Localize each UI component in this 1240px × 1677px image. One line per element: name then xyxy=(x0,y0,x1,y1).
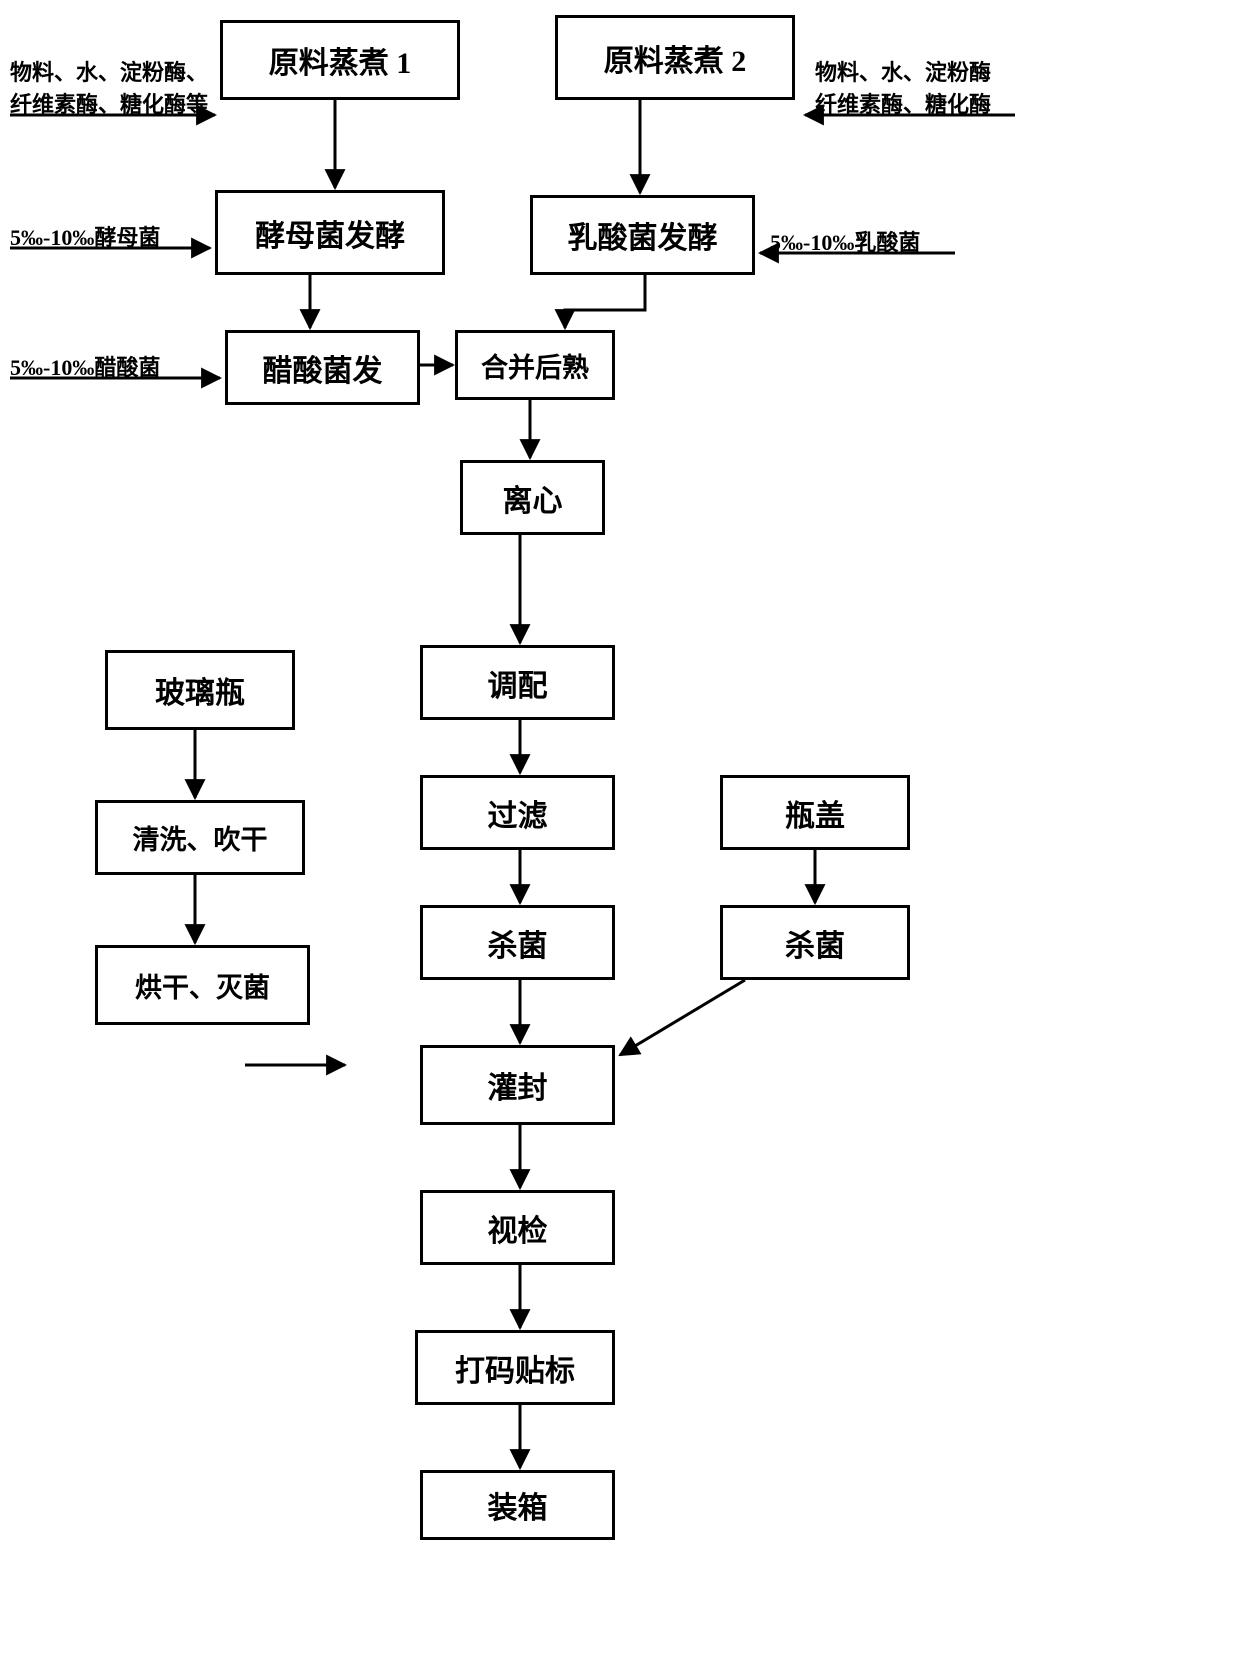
edge-sterilize2-fillseal xyxy=(620,980,745,1055)
node-drysteril: 烘干、灭菌 xyxy=(95,945,310,1025)
node-label: 离心 xyxy=(503,476,563,520)
node-cook1: 原料蒸煮 1 xyxy=(220,20,460,100)
node-boxing: 装箱 xyxy=(420,1470,615,1540)
label-lbl3: 5‰-10‰酵母菌 xyxy=(10,220,210,252)
label-lbl2: 物料、水、淀粉酶 纤维素酶、糖化酶 xyxy=(815,55,1020,119)
node-fillseal: 灌封 xyxy=(420,1045,615,1125)
node-label: 杀菌 xyxy=(488,921,548,965)
node-label: 清洗、吹干 xyxy=(133,818,268,857)
node-filter: 过滤 xyxy=(420,775,615,850)
node-inspect: 视检 xyxy=(420,1190,615,1265)
node-yeast: 酵母菌发酵 xyxy=(215,190,445,275)
node-cook2: 原料蒸煮 2 xyxy=(555,15,795,100)
node-label: 过滤 xyxy=(488,791,548,835)
node-sterilize2: 杀菌 xyxy=(720,905,910,980)
node-label: 杀菌 xyxy=(785,921,845,965)
label-lbl5: 5‰-10‰醋酸菌 xyxy=(10,350,210,382)
node-centrifuge: 离心 xyxy=(460,460,605,535)
node-label: 瓶盖 xyxy=(785,791,845,835)
node-sterilize1: 杀菌 xyxy=(420,905,615,980)
node-label: 合并后熟 xyxy=(481,346,589,385)
edge-lactic-merge xyxy=(565,275,645,328)
label-lbl1: 物料、水、淀粉酶、 纤维素酶、糖化酶等 xyxy=(10,55,215,119)
node-coding: 打码贴标 xyxy=(415,1330,615,1405)
node-label: 烘干、灭菌 xyxy=(135,966,270,1005)
node-blend: 调配 xyxy=(420,645,615,720)
node-wash: 清洗、吹干 xyxy=(95,800,305,875)
node-cap: 瓶盖 xyxy=(720,775,910,850)
node-label: 乳酸菌发酵 xyxy=(568,213,718,257)
node-label: 打码贴标 xyxy=(455,1346,575,1390)
node-lactic: 乳酸菌发酵 xyxy=(530,195,755,275)
node-label: 装箱 xyxy=(488,1483,548,1527)
node-label: 原料蒸煮 2 xyxy=(604,36,747,80)
node-label: 调配 xyxy=(488,661,548,705)
node-merge: 合并后熟 xyxy=(455,330,615,400)
node-label: 灌封 xyxy=(488,1063,548,1107)
node-acetic: 醋酸菌发 xyxy=(225,330,420,405)
label-lbl4: 5‰-10‰乳酸菌 xyxy=(770,225,970,257)
node-label: 原料蒸煮 1 xyxy=(269,38,412,82)
node-label: 酵母菌发酵 xyxy=(255,211,405,255)
node-label: 玻璃瓶 xyxy=(155,668,245,712)
node-label: 视检 xyxy=(488,1206,548,1250)
node-label: 醋酸菌发 xyxy=(263,346,383,390)
node-glass: 玻璃瓶 xyxy=(105,650,295,730)
